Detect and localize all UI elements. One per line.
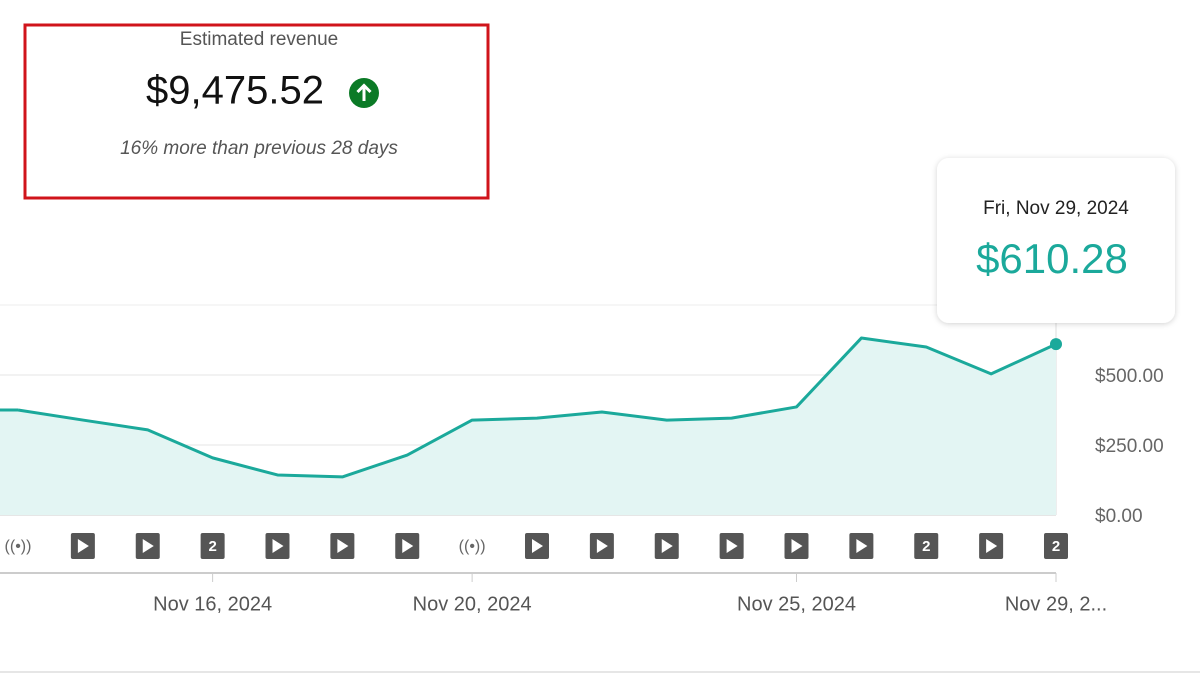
x-tick-label: Nov 25, 2024: [737, 593, 856, 615]
video-icon-play: [661, 539, 673, 553]
video-icon-play: [986, 539, 998, 553]
tooltip: [937, 158, 1175, 323]
y-tick-label: $0.00: [1095, 506, 1143, 527]
x-tick-label: Nov 20, 2024: [413, 593, 532, 615]
line: [17, 336, 1057, 479]
metric-value: $9,475.52: [146, 69, 324, 113]
video-icon-play: [272, 539, 284, 553]
video-icon-play: [596, 539, 608, 553]
video-icon-play: [726, 539, 738, 553]
x-tick-label: Nov 16, 2024: [153, 593, 272, 615]
multi-video-icon: [914, 533, 939, 559]
highlight-box: [23, 23, 490, 200]
y-tick-label: $500.00: [1095, 366, 1164, 387]
video-icon-play: [402, 539, 414, 553]
live-icon: ((•)): [459, 538, 486, 555]
multi-video-count: 2: [922, 538, 930, 555]
metric-label: Estimated revenue: [180, 29, 338, 50]
y-tick-label: $250.00: [1095, 436, 1164, 457]
video-icon-play: [532, 539, 543, 553]
multi-video-count: 2: [208, 538, 216, 555]
video-icon-play: [791, 539, 803, 553]
area: [0, 338, 1056, 515]
video-icon-play: [77, 539, 89, 553]
hover-point: [1050, 338, 1062, 351]
live-icon: ((•)): [5, 538, 32, 555]
video-icon-play: [337, 539, 349, 553]
tooltip-value: $610.28: [976, 235, 1128, 282]
multi-video-count: 2: [1052, 538, 1060, 555]
metric-comparison: 16% more than previous 28 days: [120, 138, 398, 159]
multi-video-icon: [1044, 533, 1068, 559]
tooltip-date: Fri, Nov 29, 2024: [983, 198, 1129, 219]
video-icon-play: [856, 539, 868, 553]
multi-video-icon: [200, 533, 225, 559]
video-icon-play: [142, 539, 154, 553]
x-tick-label: Nov 29, 2...: [1005, 593, 1107, 615]
up-icon: [349, 78, 379, 108]
